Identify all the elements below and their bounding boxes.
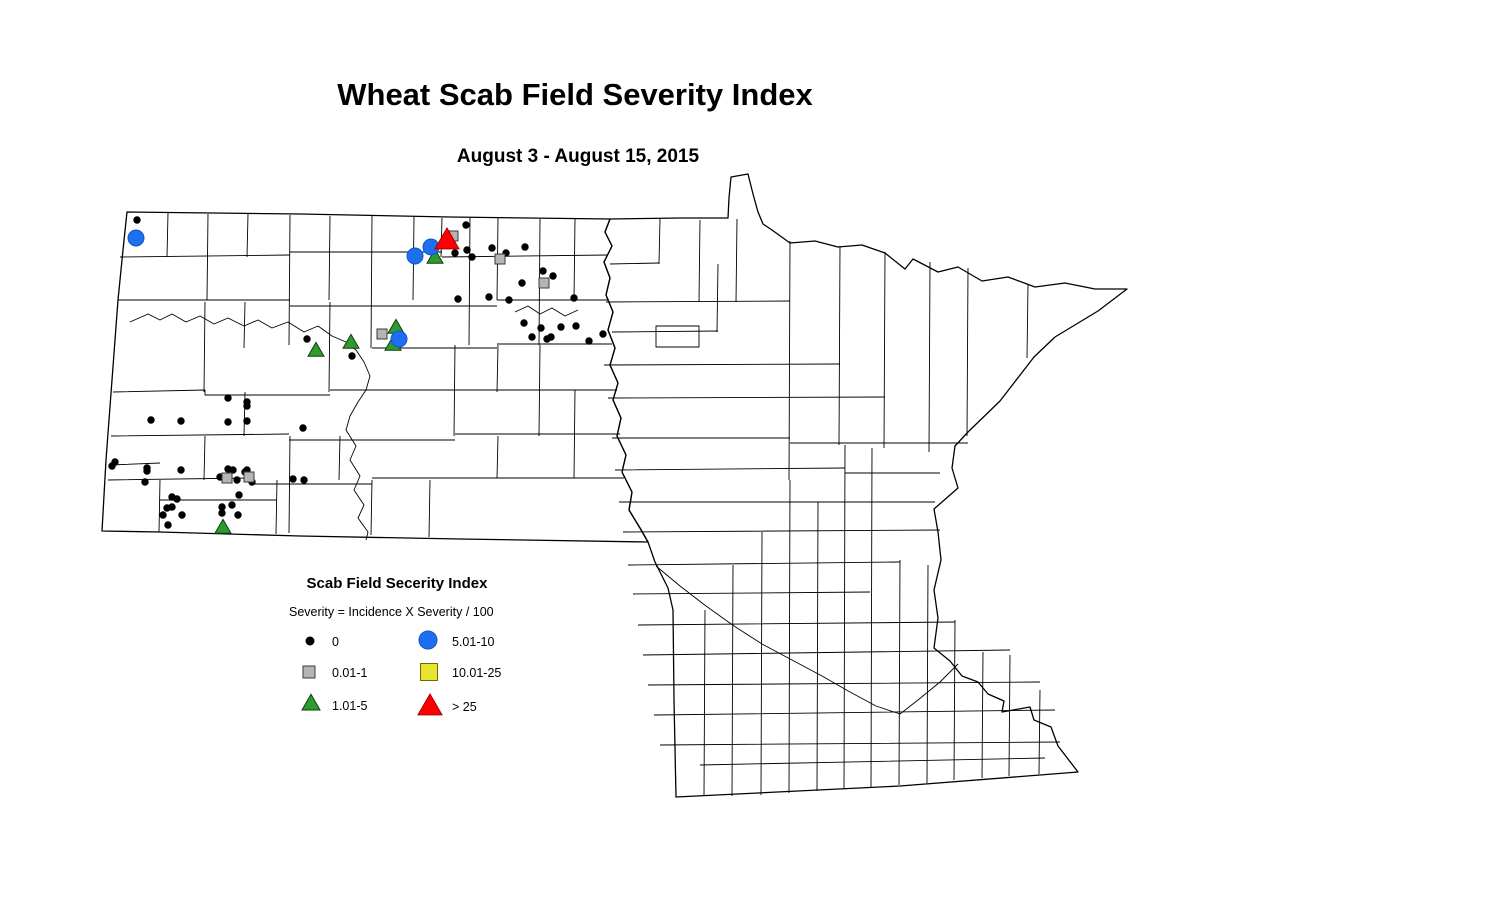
marker-dot bbox=[234, 511, 242, 519]
marker-dot bbox=[303, 335, 311, 343]
marker-dot bbox=[218, 503, 226, 511]
river-line-missouri bbox=[129, 313, 371, 541]
marker-triangle bbox=[342, 333, 360, 349]
marker-dot bbox=[557, 323, 565, 331]
lake-devils-shore bbox=[514, 305, 579, 317]
markers-layer bbox=[108, 216, 607, 534]
marker-triangle bbox=[426, 248, 444, 264]
river-line-minnesota bbox=[655, 565, 959, 715]
circle-marker-icon bbox=[418, 630, 438, 650]
red-triangle-marker-icon bbox=[417, 693, 443, 716]
marker-dot bbox=[164, 521, 172, 529]
marker-dot bbox=[549, 272, 557, 280]
marker-square bbox=[243, 471, 255, 483]
legend-title: Scab Field Secerity Index bbox=[307, 575, 489, 592]
marker-dot bbox=[454, 295, 462, 303]
marker-triangle bbox=[307, 341, 325, 357]
marker-dot bbox=[462, 221, 470, 229]
legend-label: 0.01-1 bbox=[332, 666, 367, 680]
triangle-marker-icon bbox=[301, 693, 321, 711]
marker-dot bbox=[143, 467, 151, 475]
marker-dot bbox=[572, 322, 580, 330]
marker-circle bbox=[406, 247, 424, 265]
marker-dot bbox=[178, 511, 186, 519]
legend-label: > 25 bbox=[452, 700, 477, 714]
marker-dot bbox=[289, 475, 297, 483]
yellow-square-marker-icon bbox=[420, 663, 438, 681]
marker-dot bbox=[224, 418, 232, 426]
marker-triangle bbox=[214, 518, 232, 534]
legend-item: 10.01-25 bbox=[420, 663, 501, 681]
legend-item: 0 bbox=[305, 635, 339, 649]
marker-square bbox=[494, 253, 506, 265]
marker-dot bbox=[218, 509, 226, 517]
legend-label: 10.01-25 bbox=[452, 666, 501, 680]
marker-dot bbox=[243, 402, 251, 410]
marker-dot bbox=[599, 330, 607, 338]
marker-dot bbox=[299, 424, 307, 432]
county-lines-nd-horizontal bbox=[107, 251, 624, 501]
marker-dot bbox=[505, 296, 513, 304]
marker-dot bbox=[521, 243, 529, 251]
marker-dot bbox=[235, 491, 243, 499]
marker-dot bbox=[468, 253, 476, 261]
marker-dot bbox=[173, 495, 181, 503]
page-title: Wheat Scab Field Severity Index bbox=[337, 77, 813, 112]
marker-dot bbox=[243, 417, 251, 425]
marker-dot bbox=[233, 476, 241, 484]
marker-dot bbox=[147, 416, 155, 424]
county-lines-mn-horizontal bbox=[603, 262, 1061, 766]
marker-dot bbox=[177, 466, 185, 474]
marker-dot bbox=[177, 417, 185, 425]
marker-dot bbox=[547, 333, 555, 341]
marker-dot bbox=[585, 337, 593, 345]
marker-square bbox=[376, 328, 388, 340]
marker-dot bbox=[520, 319, 528, 327]
marker-dot bbox=[451, 249, 459, 257]
marker-circle bbox=[127, 229, 145, 247]
marker-dot bbox=[168, 503, 176, 511]
marker-square bbox=[538, 277, 550, 289]
legend: Scab Field Secerity Index Severity = Inc… bbox=[289, 575, 501, 716]
marker-dot bbox=[224, 394, 232, 402]
marker-dot bbox=[463, 246, 471, 254]
marker-square bbox=[221, 472, 233, 484]
square-marker-icon bbox=[302, 665, 316, 679]
marker-dot bbox=[528, 333, 536, 341]
legend-label: 0 bbox=[332, 635, 339, 649]
marker-dot bbox=[228, 501, 236, 509]
legend-formula: Severity = Incidence X Severity / 100 bbox=[289, 605, 494, 619]
marker-dot bbox=[348, 352, 356, 360]
marker-circle bbox=[390, 330, 408, 348]
marker-dot bbox=[141, 478, 149, 486]
legend-label: 1.01-5 bbox=[332, 699, 367, 713]
marker-triangle bbox=[434, 227, 460, 250]
marker-dot bbox=[485, 293, 493, 301]
marker-dot bbox=[570, 294, 578, 302]
legend-item: 0.01-1 bbox=[302, 665, 367, 680]
minnesota-outline bbox=[603, 173, 1128, 798]
marker-dot bbox=[300, 476, 308, 484]
marker-dot bbox=[108, 462, 116, 470]
page-subtitle: August 3 - August 15, 2015 bbox=[457, 146, 700, 167]
legend-label: 5.01-10 bbox=[452, 635, 494, 649]
marker-dot bbox=[537, 324, 545, 332]
marker-dot bbox=[488, 244, 496, 252]
marker-dot bbox=[539, 267, 547, 275]
marker-dot bbox=[159, 511, 167, 519]
marker-dot bbox=[518, 279, 526, 287]
marker-dot bbox=[229, 466, 237, 474]
marker-dot bbox=[133, 216, 141, 224]
legend-item: > 25 bbox=[417, 693, 477, 716]
legend-item: 1.01-5 bbox=[301, 693, 367, 713]
north-dakota-outline bbox=[101, 211, 649, 543]
county-lines-nd-vertical bbox=[158, 212, 576, 538]
county-lines-mn-vertical bbox=[658, 218, 1041, 797]
dot-marker-icon bbox=[305, 636, 315, 646]
legend-item: 5.01-10 bbox=[418, 630, 494, 650]
